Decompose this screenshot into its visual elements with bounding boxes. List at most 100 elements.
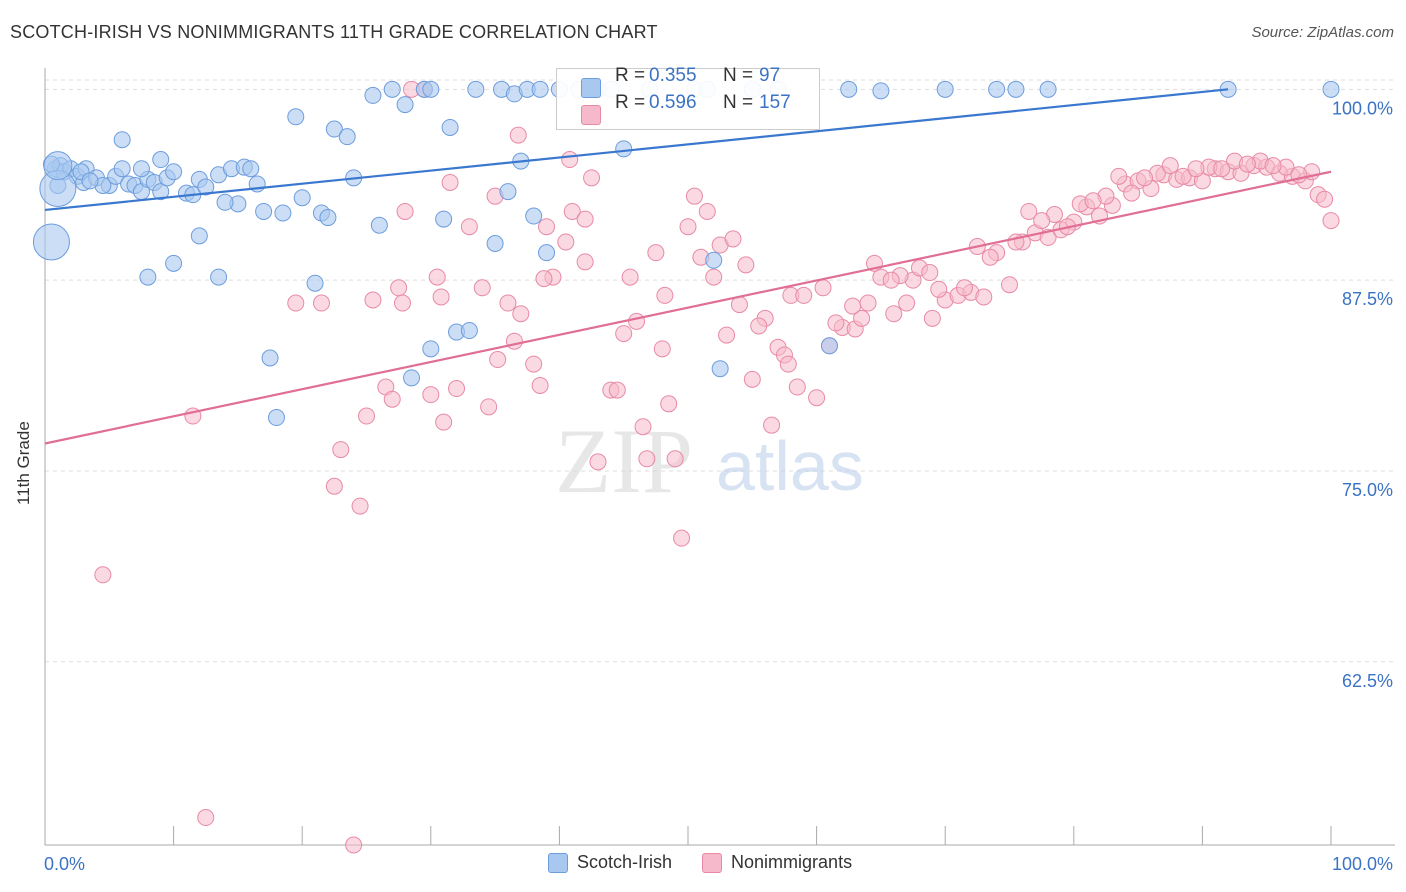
scotch-irish-point bbox=[422, 340, 440, 358]
scotch-irish-point bbox=[435, 210, 453, 228]
scotch-irish-point bbox=[152, 183, 170, 201]
scotch-irish-point bbox=[306, 274, 324, 292]
nonimmigrants-point bbox=[1020, 202, 1038, 220]
x-tick-label-start: 0.0% bbox=[44, 854, 85, 874]
y-tick-label: 87.5% bbox=[1342, 289, 1393, 309]
nonimmigrants-point bbox=[698, 202, 716, 220]
nonimmigrants-point bbox=[1001, 276, 1018, 294]
nonimmigrants-point bbox=[705, 268, 723, 286]
scotch-irish-point bbox=[525, 207, 543, 225]
nonimmigrants-point bbox=[460, 218, 478, 236]
nonimmigrants-point bbox=[750, 317, 768, 335]
nonimmigrants-point bbox=[535, 270, 553, 288]
scotch-irish-point bbox=[255, 202, 273, 220]
legend-pink-label: Nonimmigrants bbox=[731, 852, 853, 872]
scotch-irish-point bbox=[139, 268, 157, 286]
scotch-irish-point bbox=[705, 251, 723, 269]
nonimmigrants-point bbox=[1264, 157, 1282, 175]
scotch-irish-point bbox=[319, 209, 337, 227]
blue-r-value: 0.355 bbox=[649, 65, 697, 86]
scotch-irish-point bbox=[383, 80, 401, 98]
nonimmigrants-point bbox=[814, 279, 832, 297]
nonimmigrants-point bbox=[499, 294, 517, 312]
blue-r-label: R = bbox=[615, 65, 646, 86]
scotch-irish-point bbox=[261, 349, 279, 367]
nonimmigrants-point bbox=[660, 395, 678, 413]
nonimmigrants-point bbox=[656, 286, 674, 304]
nonimmigrants-point bbox=[1174, 167, 1192, 185]
nonimmigrants-point bbox=[975, 288, 993, 306]
scotch-irish-point bbox=[293, 189, 311, 207]
scotch-irish-point bbox=[113, 131, 131, 149]
scotch-irish-point bbox=[338, 128, 356, 146]
nonimmigrants-point bbox=[345, 836, 363, 854]
y-tick-label: 62.5% bbox=[1342, 671, 1393, 691]
nonimmigrants-point bbox=[743, 370, 761, 388]
nonimmigrants-point bbox=[718, 326, 736, 344]
nonimmigrants-point bbox=[576, 210, 594, 228]
nonimmigrants-point bbox=[531, 376, 549, 394]
nonimmigrants-point bbox=[628, 312, 646, 330]
nonimmigrants-point bbox=[1213, 160, 1231, 178]
pink-n-value: 157 bbox=[759, 92, 791, 113]
nonimmigrants-point bbox=[197, 809, 215, 827]
nonimmigrants-point bbox=[634, 418, 652, 436]
nonimmigrants-point bbox=[489, 351, 507, 369]
chart-title: SCOTCH-IRISH VS NONIMMIGRANTS 11TH GRADE… bbox=[10, 22, 658, 42]
nonimmigrants-point bbox=[898, 294, 916, 312]
nonimmigrants-point bbox=[1136, 169, 1154, 187]
scotch-irish-point bbox=[531, 80, 549, 98]
scotch-irish-point-large bbox=[32, 223, 70, 261]
y-tick-label: 75.0% bbox=[1342, 480, 1393, 500]
nonimmigrants-point bbox=[608, 381, 626, 399]
scotch-irish-trend-line bbox=[44, 88, 1229, 212]
trend-lines bbox=[44, 88, 1332, 445]
nonimmigrants-point bbox=[557, 233, 575, 251]
scotch-irish-point bbox=[1007, 80, 1025, 98]
nonimmigrants-point bbox=[428, 268, 446, 286]
nonimmigrants-point bbox=[844, 297, 862, 315]
nonimmigrants-point bbox=[795, 286, 813, 304]
scotch-irish-point bbox=[988, 80, 1006, 98]
nonimmigrants-point bbox=[390, 279, 408, 297]
scotch-irish-point bbox=[460, 322, 478, 340]
legend-item-scotch-irish[interactable]: Scotch-Irish bbox=[548, 852, 672, 873]
nonimmigrants-point bbox=[396, 202, 414, 220]
nonimmigrants-point bbox=[480, 398, 498, 416]
nonimmigrants-point bbox=[1084, 192, 1102, 210]
scotch-irish-point bbox=[422, 80, 440, 98]
nonimmigrants-point bbox=[885, 305, 903, 323]
nonimmigrants-point bbox=[312, 294, 330, 312]
nonimmigrants-point bbox=[583, 169, 601, 187]
nonimmigrants-point bbox=[332, 441, 350, 459]
scotch-irish-point bbox=[165, 254, 183, 272]
scotch-irish-point bbox=[81, 172, 99, 190]
legend-item-nonimmigrants[interactable]: Nonimmigrants bbox=[702, 852, 852, 873]
nonimmigrants-point bbox=[638, 450, 656, 468]
nonimmigrants-point bbox=[921, 264, 939, 282]
scotch-irish-point bbox=[132, 160, 150, 178]
nonimmigrants-point bbox=[441, 173, 459, 191]
x-tick-label-end: 100.0% bbox=[1332, 854, 1393, 874]
nonimmigrants-point bbox=[955, 279, 973, 297]
tick-labels: 100.0% 87.5% 75.0% 62.5% 0.0% 100.0% bbox=[44, 98, 1393, 874]
scotch-irish-point bbox=[1322, 80, 1340, 98]
nonimmigrants-point bbox=[538, 218, 556, 236]
scotch-irish-point bbox=[364, 86, 382, 104]
legend-blue-label: Scotch-Irish bbox=[577, 852, 673, 872]
scotch-irish-point bbox=[113, 160, 131, 178]
nonimmigrants-trend-line bbox=[44, 170, 1332, 445]
nonimmigrants-point bbox=[358, 407, 375, 425]
nonimmigrants-point bbox=[685, 187, 703, 205]
scotch-irish-point-large bbox=[43, 151, 73, 181]
scotch-irish-point bbox=[165, 163, 183, 181]
legend-blue-swatch bbox=[548, 852, 568, 873]
y-tick-label: 100.0% bbox=[1332, 98, 1393, 118]
scotch-irish-point bbox=[267, 409, 285, 427]
scotch-irish-point bbox=[152, 151, 170, 169]
nonimmigrants-point bbox=[1123, 184, 1141, 202]
nonimmigrants-point bbox=[351, 497, 369, 515]
scotch-irish-point bbox=[467, 80, 485, 98]
nonimmigrants-point bbox=[882, 271, 900, 289]
nonimmigrants-point bbox=[394, 294, 412, 312]
